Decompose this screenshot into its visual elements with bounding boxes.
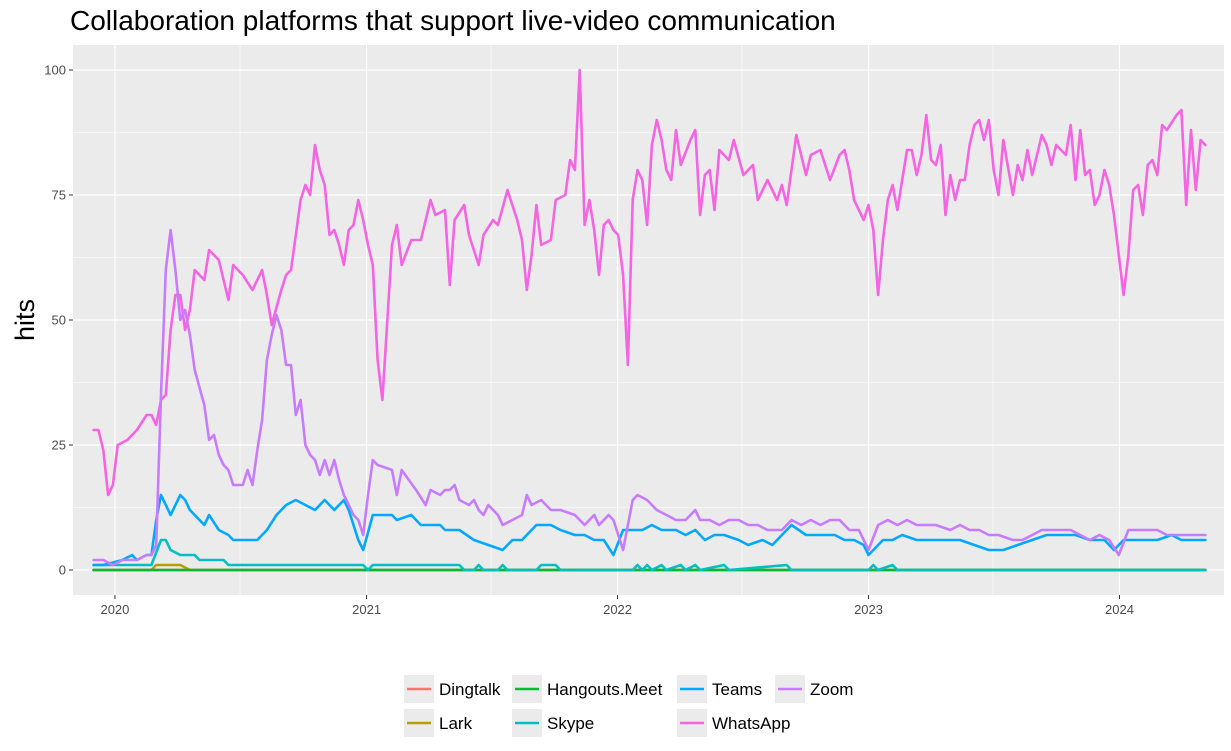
legend-label: Dingtalk xyxy=(439,680,501,699)
legend-item-hangouts-meet: Hangouts.Meet xyxy=(512,675,663,703)
y-axis-title: hits xyxy=(10,299,40,341)
legend-item-zoom: Zoom xyxy=(775,675,853,703)
x-tick-label: 2020 xyxy=(100,602,129,617)
x-tick-label: 2024 xyxy=(1105,602,1134,617)
chart-title: Collaboration platforms that support liv… xyxy=(70,5,836,36)
legend-item-whatsapp: WhatsApp xyxy=(677,709,790,737)
series-line-teams xyxy=(92,493,1207,567)
y-tick-label: 100 xyxy=(44,63,66,78)
series-line-skype xyxy=(92,538,1207,572)
series-line-zoom xyxy=(92,228,1207,567)
series-lines xyxy=(92,68,1207,572)
legend-item-teams: Teams xyxy=(677,675,762,703)
y-tick-label: 0 xyxy=(59,563,66,578)
legend-label: Zoom xyxy=(810,680,853,699)
legend-item-skype: Skype xyxy=(512,709,594,737)
legend-label: Hangouts.Meet xyxy=(547,680,663,699)
y-tick-label: 25 xyxy=(52,438,66,453)
series-line-whatsapp xyxy=(92,68,1207,497)
legend: Dingtalk Lark Hangouts.Meet Skype Teams Whats… xyxy=(404,675,853,737)
legend-item-lark: Lark xyxy=(404,709,473,737)
legend-item-dingtalk: Dingtalk xyxy=(404,675,501,703)
y-tick-label: 75 xyxy=(52,188,66,203)
legend-label: Skype xyxy=(547,714,594,733)
legend-label: WhatsApp xyxy=(712,714,790,733)
legend-label: Lark xyxy=(439,714,473,733)
x-tick-label: 2022 xyxy=(603,602,632,617)
x-tick-label: 2021 xyxy=(352,602,381,617)
y-tick-label: 50 xyxy=(52,313,66,328)
legend-label: Teams xyxy=(712,680,762,699)
x-tick-label: 2023 xyxy=(854,602,883,617)
axes: 0 25 50 75 100 2020 2021 2022 2023 2024 xyxy=(44,63,1134,618)
